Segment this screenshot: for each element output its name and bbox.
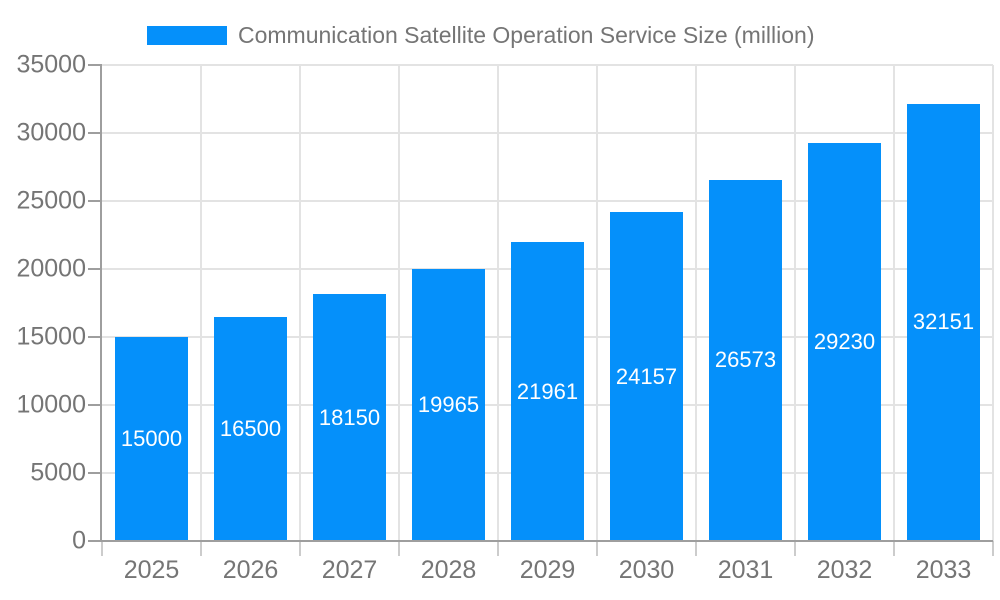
gridline-vertical xyxy=(695,65,697,541)
bar-2033[interactable]: 32151 xyxy=(907,103,980,541)
bar-2025[interactable]: 15000 xyxy=(115,337,188,541)
x-axis-tick xyxy=(299,541,301,556)
x-axis-tick xyxy=(893,541,895,556)
bar-2029[interactable]: 21961 xyxy=(511,242,584,541)
x-axis-tick-label: 2025 xyxy=(123,556,180,584)
y-axis-tick-label: 35000 xyxy=(16,50,86,79)
gridline-vertical xyxy=(596,65,598,541)
bar-value-label: 19965 xyxy=(417,392,480,418)
gridline-vertical xyxy=(299,65,301,541)
plot-area: 15000 16500 18150 19965 21961 24157 26573 29230… xyxy=(102,64,994,541)
y-axis-line xyxy=(100,65,102,541)
bar-value-label: 29230 xyxy=(813,329,876,355)
y-axis-tick-label: 30000 xyxy=(16,118,86,147)
x-axis-tick-label: 2032 xyxy=(816,556,873,584)
gridline-vertical xyxy=(200,65,202,541)
bar-2032[interactable]: 29230 xyxy=(808,143,881,541)
chart-title: Communication Satellite Operation Servic… xyxy=(238,22,815,48)
gridline-vertical xyxy=(398,65,400,541)
y-axis-tick xyxy=(88,268,102,270)
gridline-vertical xyxy=(794,65,796,541)
x-axis-tick xyxy=(101,541,103,556)
x-axis-tick xyxy=(398,541,400,556)
y-axis-tick-label: 5000 xyxy=(30,458,86,487)
x-axis-tick-label: 2033 xyxy=(915,556,972,584)
x-axis-tick xyxy=(596,541,598,556)
y-axis-tick-label: 0 xyxy=(72,526,86,555)
bar-value-label: 26573 xyxy=(714,347,777,373)
gridline-vertical xyxy=(992,65,994,541)
x-axis-tick xyxy=(497,541,499,556)
bar-value-label: 15000 xyxy=(120,426,183,451)
x-axis-tick-label: 2031 xyxy=(717,556,774,584)
y-axis-tick xyxy=(88,404,102,406)
bar-value-label: 18150 xyxy=(318,404,381,430)
y-axis-tick-label: 25000 xyxy=(16,186,86,215)
x-axis-tick-label: 2030 xyxy=(618,556,675,584)
x-axis-tick-label: 2028 xyxy=(420,556,477,584)
y-axis-tick xyxy=(88,132,102,134)
bar-2027[interactable]: 18150 xyxy=(313,294,386,541)
bar-value-label: 32151 xyxy=(912,309,975,335)
x-axis-line xyxy=(88,540,993,542)
gridline-horizontal xyxy=(102,132,993,134)
x-axis-tick xyxy=(200,541,202,556)
bar-2031[interactable]: 26573 xyxy=(709,179,782,541)
bar-2030[interactable]: 24157 xyxy=(610,212,683,541)
gridline-vertical xyxy=(497,65,499,541)
y-axis-tick xyxy=(88,64,102,66)
y-axis-tick-label: 10000 xyxy=(16,390,86,419)
x-axis-tick-label: 2026 xyxy=(222,556,279,584)
bar-2026[interactable]: 16500 xyxy=(214,316,287,541)
x-axis-tick-label: 2027 xyxy=(321,556,378,584)
legend: Communication Satellite Operation Servic… xyxy=(147,22,815,49)
gridline-horizontal xyxy=(102,64,993,66)
x-axis-tick-label: 2029 xyxy=(519,556,576,584)
x-axis-tick xyxy=(992,541,994,556)
legend-swatch xyxy=(147,26,227,45)
y-axis-tick xyxy=(88,472,102,474)
y-axis-tick-label: 15000 xyxy=(16,322,86,351)
x-axis-tick xyxy=(794,541,796,556)
y-axis-tick-label: 20000 xyxy=(16,254,86,283)
bar-2028[interactable]: 19965 xyxy=(412,269,485,541)
gridline-vertical xyxy=(893,65,895,541)
gridline-horizontal xyxy=(102,200,993,202)
y-axis-tick xyxy=(88,336,102,338)
bar-value-label: 24157 xyxy=(615,363,678,389)
y-axis-tick xyxy=(88,200,102,202)
bar-value-label: 16500 xyxy=(219,415,282,441)
x-axis-tick xyxy=(695,541,697,556)
bar-value-label: 21961 xyxy=(516,378,579,404)
